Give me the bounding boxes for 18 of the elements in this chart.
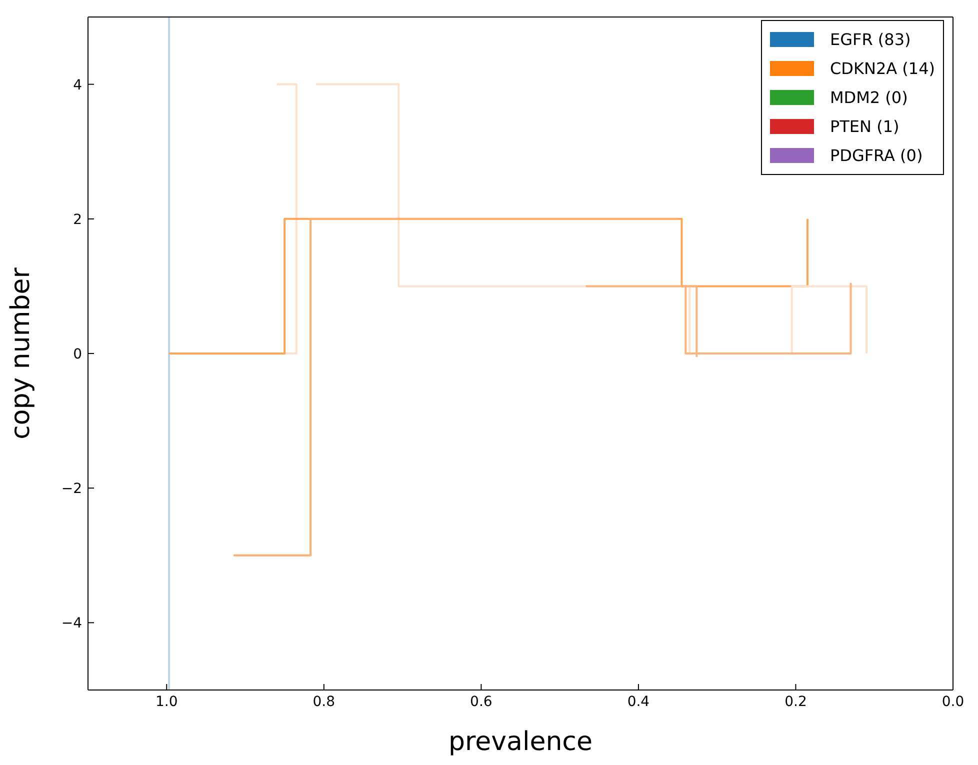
x-tick-label: 0.4 xyxy=(627,694,650,710)
legend-label: PDGFRA (0) xyxy=(830,146,923,165)
y-tick-label: −2 xyxy=(61,481,82,498)
legend-label: MDM2 (0) xyxy=(830,88,908,107)
x-axis-title: prevalence xyxy=(448,727,592,757)
x-tick-label: 1.0 xyxy=(156,694,178,710)
legend-label: PTEN (1) xyxy=(830,117,900,136)
y-tick-label: 4 xyxy=(73,77,82,94)
x-tick-label: 0.6 xyxy=(470,694,492,710)
x-tick-label: 0.2 xyxy=(784,694,807,710)
y-tick-label: 2 xyxy=(73,212,82,228)
legend-label: CDKN2A (14) xyxy=(830,59,935,78)
y-tick-label: 0 xyxy=(73,346,82,362)
y-tick-label: −4 xyxy=(61,616,82,632)
x-tick-label: 0.8 xyxy=(312,694,336,710)
legend-label: EGFR (83) xyxy=(830,30,911,49)
y-axis-title: copy number xyxy=(6,267,36,440)
x-tick-label: 0.0 xyxy=(942,694,964,710)
